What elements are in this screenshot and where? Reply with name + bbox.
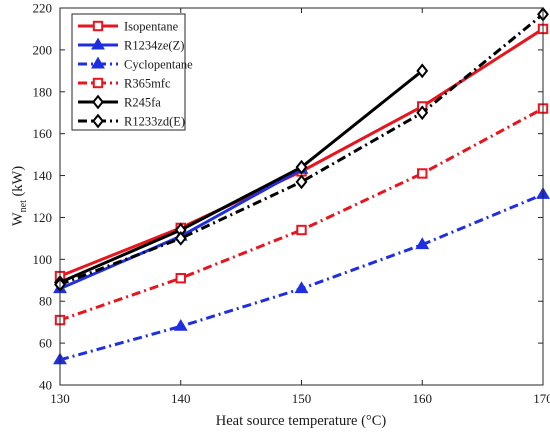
data-point: [295, 174, 308, 190]
legend-box: [71, 13, 186, 131]
x-tick-label: 170: [533, 391, 550, 406]
legend-swatch-marker: [92, 94, 104, 110]
y-axis-title-unit: (kW): [10, 166, 26, 200]
data-point: [173, 318, 188, 331]
legend-swatch-marker: [91, 56, 105, 69]
y-axis-title-main: W: [10, 212, 26, 226]
y-axis-title-subscript: net: [18, 200, 29, 212]
y-tick-label: 140: [33, 168, 53, 183]
data-point: [294, 281, 309, 294]
legend-label: R1233zd(E): [124, 115, 185, 129]
series-line: [59, 69, 424, 284]
legend-label: Cyclopentane: [124, 58, 193, 72]
data-point: [174, 230, 187, 246]
legend-swatch-marker: [91, 37, 105, 50]
y-tick-label: 160: [33, 126, 53, 141]
legend-item: R245fa: [78, 94, 161, 110]
y-tick-label: 100: [33, 252, 53, 267]
x-tick-label: 130: [50, 391, 70, 406]
data-point: [416, 105, 429, 121]
x-axis-title: Heat source temperature (°C): [216, 413, 387, 429]
data-point: [296, 224, 307, 236]
legend-item: R365mfc: [78, 77, 171, 91]
legend-label: R365mfc: [124, 77, 171, 91]
legend-item: R1233zd(E): [78, 113, 185, 129]
data-point: [175, 272, 186, 284]
data-point: [416, 63, 429, 79]
data-point: [417, 168, 428, 179]
legend-swatch-marker: [92, 20, 104, 32]
legend-label: R245fa: [124, 96, 161, 110]
y-tick-label: 120: [33, 210, 53, 225]
y-tick-label: 80: [39, 294, 52, 309]
y-tick-label: 200: [33, 42, 53, 57]
y-tick-label: 40: [39, 378, 52, 393]
y-tick-label: 60: [39, 336, 52, 351]
legend-swatch-marker: [92, 113, 104, 129]
legend-item: Isopentane: [78, 20, 179, 34]
legend-item: Cyclopentane: [78, 56, 193, 72]
y-axis-title: Wnet (kW): [10, 166, 29, 226]
legend-item: R1234ze(Z): [78, 37, 184, 53]
legend: Isopentane R1234ze(Z) Cyclopentane R365mfc R…: [71, 13, 193, 131]
data-point: [415, 237, 430, 250]
x-tick-label: 140: [171, 391, 191, 406]
axis-layer: 130 140 150 160 170 40 60 80 100 120 140 160 180 200 2…: [33, 1, 550, 407]
legend-label: Isopentane: [124, 20, 179, 34]
x-tick-label: 160: [413, 391, 433, 406]
legend-swatch-marker: [92, 77, 104, 89]
y-tick-label: 220: [33, 1, 53, 16]
x-tick-label: 150: [292, 391, 312, 406]
data-point: [295, 159, 308, 175]
y-tick-label: 180: [33, 84, 53, 99]
legend-label: R1234ze(Z): [124, 39, 184, 53]
